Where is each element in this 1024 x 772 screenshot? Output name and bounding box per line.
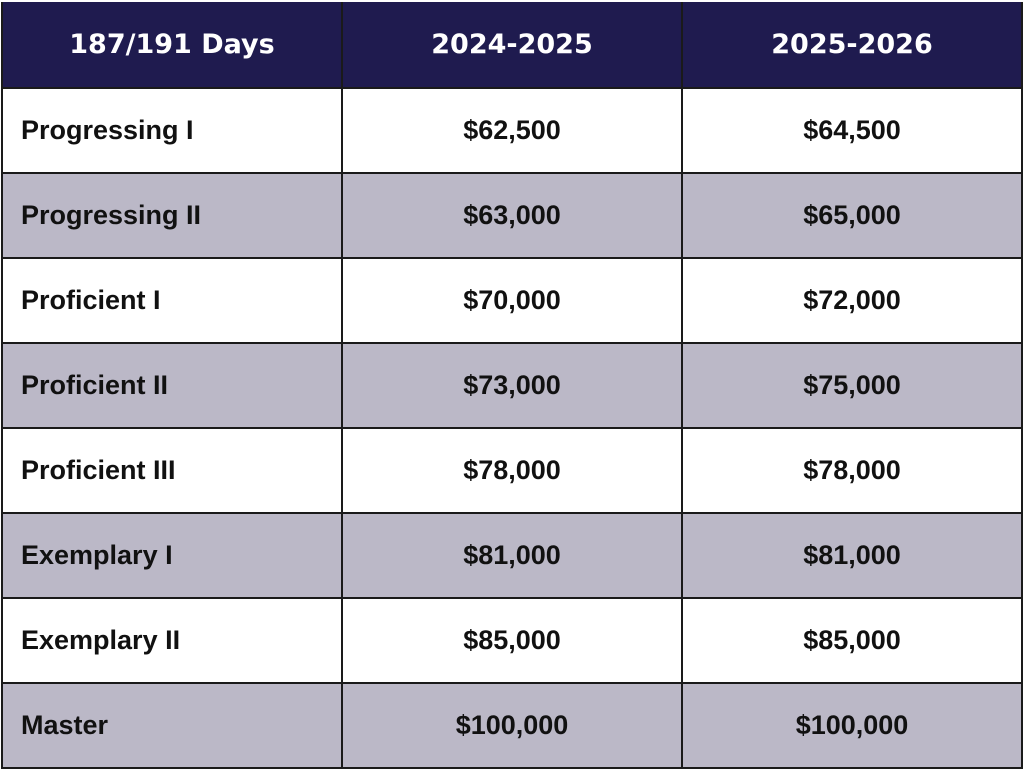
table-row: Proficient II $73,000 $75,000 <box>1 342 1023 429</box>
table-row: Proficient I $70,000 $72,000 <box>1 257 1023 344</box>
row-level-label: Progressing II <box>1 172 343 259</box>
row-level-label: Proficient II <box>1 342 343 429</box>
table-row: Proficient III $78,000 $78,000 <box>1 427 1023 514</box>
table-row: Exemplary II $85,000 $85,000 <box>1 597 1023 684</box>
salary-2025-2026: $65,000 <box>681 172 1023 259</box>
salary-2024-2025: $62,500 <box>341 87 683 174</box>
salary-2024-2025: $78,000 <box>341 427 683 514</box>
salary-2025-2026: $78,000 <box>681 427 1023 514</box>
row-level-label: Proficient I <box>1 257 343 344</box>
salary-2025-2026: $100,000 <box>681 682 1023 769</box>
salary-2024-2025: $81,000 <box>341 512 683 599</box>
salary-2024-2025: $70,000 <box>341 257 683 344</box>
salary-2024-2025: $100,000 <box>341 682 683 769</box>
row-level-label: Proficient III <box>1 427 343 514</box>
table-row: Progressing II $63,000 $65,000 <box>1 172 1023 259</box>
table-header-row: 187/191 Days 2024-2025 2025-2026 <box>1 2 1023 89</box>
row-level-label: Exemplary I <box>1 512 343 599</box>
salary-2025-2026: $81,000 <box>681 512 1023 599</box>
salary-2025-2026: $85,000 <box>681 597 1023 684</box>
row-level-label: Exemplary II <box>1 597 343 684</box>
salary-2025-2026: $72,000 <box>681 257 1023 344</box>
table-row: Master $100,000 $100,000 <box>1 682 1023 769</box>
table-row: Progressing I $62,500 $64,500 <box>1 87 1023 174</box>
header-year-2024-2025: 2024-2025 <box>341 2 683 89</box>
salary-2024-2025: $63,000 <box>341 172 683 259</box>
row-level-label: Progressing I <box>1 87 343 174</box>
salary-2024-2025: $73,000 <box>341 342 683 429</box>
salary-2024-2025: $85,000 <box>341 597 683 684</box>
header-year-2025-2026: 2025-2026 <box>681 2 1023 89</box>
header-days: 187/191 Days <box>1 2 343 89</box>
table-row: Exemplary I $81,000 $81,000 <box>1 512 1023 599</box>
salary-2025-2026: $64,500 <box>681 87 1023 174</box>
row-level-label: Master <box>1 682 343 769</box>
salary-2025-2026: $75,000 <box>681 342 1023 429</box>
